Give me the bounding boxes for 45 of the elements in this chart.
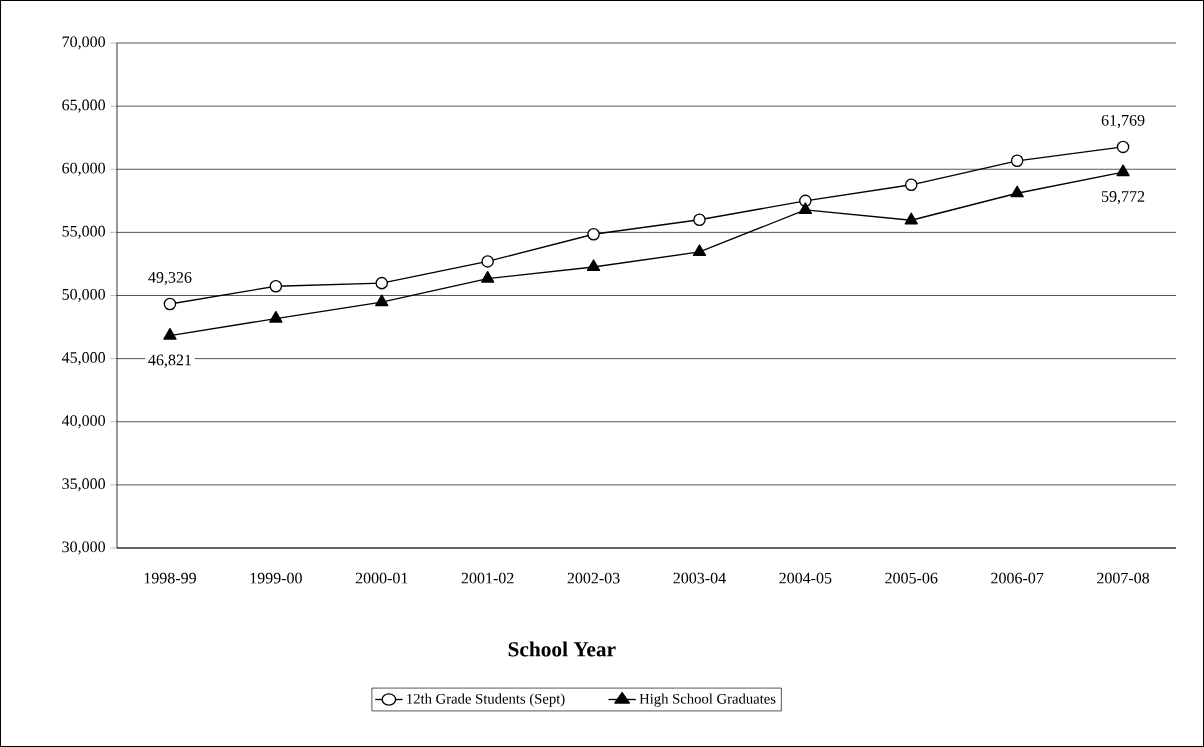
point <box>163 297 177 311</box>
y-tick-label: 55,000 <box>62 225 105 239</box>
x-tick-label: 2000-01 <box>355 572 408 584</box>
point <box>163 328 177 340</box>
x-tick-label: 2002-03 <box>567 572 620 584</box>
x-tick-label: 1998-99 <box>144 572 196 584</box>
x-tick-label: 2005-06 <box>885 572 938 584</box>
point <box>692 244 707 257</box>
point <box>1010 185 1024 198</box>
point <box>480 270 495 283</box>
point <box>375 276 389 290</box>
x-tick-label: 1999-00 <box>250 572 302 584</box>
point <box>375 294 389 307</box>
point <box>587 228 600 241</box>
y-tick-label: 60,000 <box>62 162 105 176</box>
point <box>481 255 494 268</box>
legend-label: 12th Grade Students (Sept) <box>407 693 565 707</box>
y-tick-label: 45,000 <box>61 352 105 366</box>
data-label: 61,769 <box>1101 114 1145 128</box>
y-tick-label: 50,000 <box>62 288 105 303</box>
point <box>269 280 283 293</box>
point <box>798 202 813 215</box>
x-tick-label: 2001-02 <box>461 572 514 584</box>
point <box>1116 140 1130 154</box>
data-label: 49,326 <box>148 272 192 286</box>
x-tick-label: 2006-07 <box>991 572 1044 584</box>
y-tick-label: 65,000 <box>62 99 105 113</box>
y-tick-label: 35,000 <box>62 478 105 492</box>
y-tick-label: 30,000 <box>62 541 105 555</box>
x-tick-label: 2007-08 <box>1097 572 1150 584</box>
point <box>904 212 918 225</box>
x-tick-label: 2004-05 <box>779 572 832 584</box>
y-tick-label: 70,000 <box>62 36 105 50</box>
point <box>586 259 601 272</box>
data-label: 59,772 <box>1101 191 1145 205</box>
point <box>269 311 283 323</box>
x-axis-title: School Year <box>508 641 616 657</box>
y-tick-label: 40,000 <box>61 415 105 429</box>
x-tick-label: 2003-04 <box>673 572 726 584</box>
data-label: 46,821 <box>148 354 191 368</box>
point <box>693 213 706 227</box>
point <box>1116 164 1130 177</box>
point <box>1010 154 1024 168</box>
legend-label: High School Graduates <box>639 693 776 707</box>
point <box>904 178 918 192</box>
